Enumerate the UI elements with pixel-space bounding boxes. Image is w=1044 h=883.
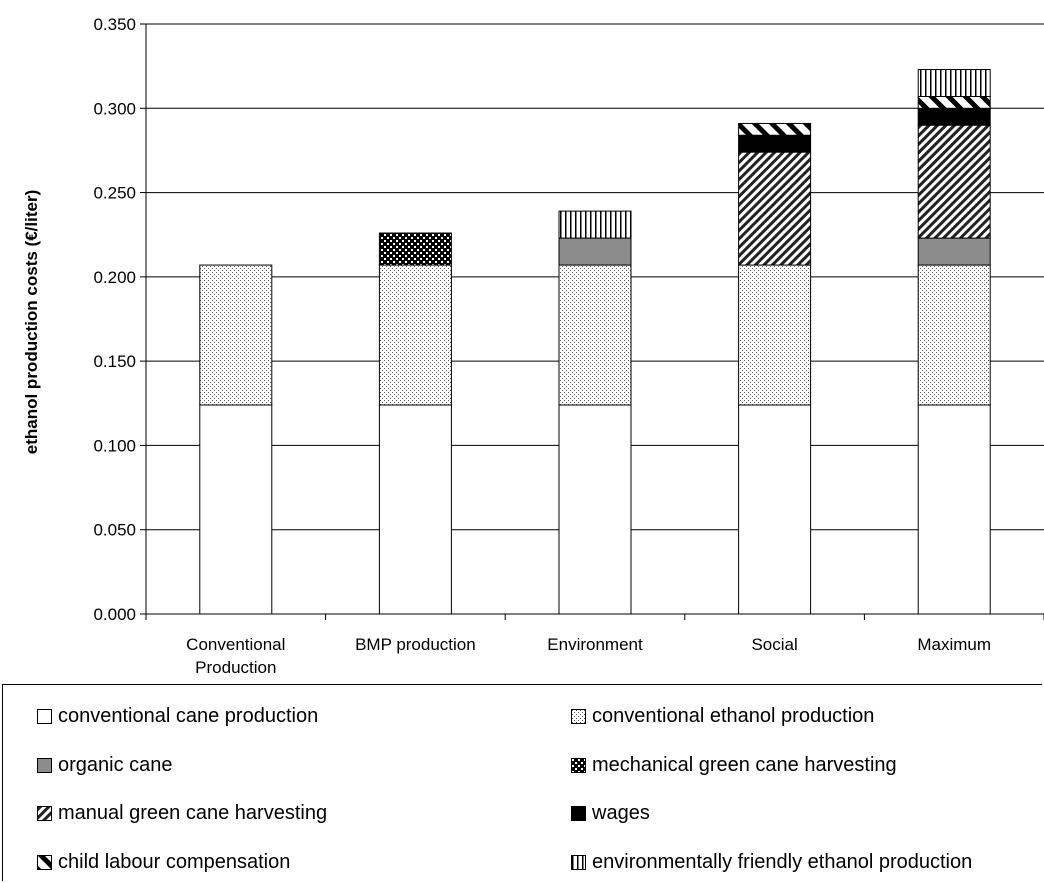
y-axis-label: ethanol production costs (€/liter)	[22, 190, 41, 454]
x-tick-label: Conventional	[186, 635, 285, 654]
bar-segment	[378, 264, 452, 406]
legend-swatch-vertical	[571, 855, 586, 870]
legend-label: manual green cane harvesting	[58, 802, 328, 824]
bar-segment	[378, 404, 452, 615]
legend-label: conventional ethanol production	[592, 705, 875, 727]
x-tick-labels: Conventional Production BMP production Envi…	[186, 635, 991, 677]
legend-swatch-checker	[571, 758, 586, 773]
bar-segment	[738, 134, 812, 153]
y-tick-label: 0.350	[93, 15, 136, 34]
legend-item-environmentally-friendly-ethanol-production: environmentally friendly ethanol product…	[571, 851, 972, 874]
x-tick-label: BMP production	[355, 635, 476, 654]
bar-segment	[378, 232, 452, 266]
legend-item-manual-green-cane-harvesting: manual green cane harvesting	[37, 802, 327, 825]
bar-segment	[738, 122, 812, 136]
bar-segment	[199, 264, 273, 406]
legend-item-conventional-cane-production: conventional cane production	[37, 705, 318, 728]
legend-label: mechanical green cane harvesting	[592, 754, 897, 776]
axes	[140, 23, 1044, 620]
legend-swatch-white	[37, 709, 52, 724]
bar-segment	[558, 404, 632, 615]
bar-segment	[199, 404, 273, 615]
x-tick-label: Maximum	[917, 635, 991, 654]
legend-swatch-diagonal	[37, 806, 52, 821]
legend-item-wages: wages	[571, 802, 650, 825]
legend-swatch-black	[571, 806, 586, 821]
bar-segment	[917, 69, 991, 97]
bar-segment	[917, 95, 991, 109]
y-tick-label: 0.150	[93, 352, 136, 371]
y-tick-label: 0.050	[93, 521, 136, 540]
y-tick-labels: 0.000 0.050 0.100 0.150 0.200 0.250 0.300 0.350	[93, 15, 136, 624]
legend-swatch-dots	[571, 709, 586, 724]
y-tick-label: 0.200	[93, 268, 136, 287]
bar-segment	[917, 264, 991, 406]
stacked-bar-chart: 0.000 0.050 0.100 0.150 0.200 0.250 0.300 0.350…	[22, 15, 1044, 677]
legend-swatch-gray	[37, 758, 52, 773]
legend-label: wages	[592, 802, 650, 824]
bar-segment	[558, 210, 632, 239]
y-tick-label: 0.000	[93, 605, 136, 624]
x-tick-label: Social	[751, 635, 797, 654]
bars	[199, 69, 991, 615]
legend: conventional cane production conventiona…	[2, 684, 1042, 881]
legend-item-mechanical-green-cane-harvesting: mechanical green cane harvesting	[571, 754, 897, 777]
legend-item-organic-cane: organic cane	[37, 754, 173, 777]
bar-segment	[738, 264, 812, 406]
bar-segment	[558, 237, 632, 266]
bar-segment	[558, 264, 632, 406]
legend-label: environmentally friendly ethanol product…	[592, 851, 973, 873]
x-tick-label: Production	[195, 658, 276, 677]
legend-swatch-wide-diagonal	[37, 855, 52, 870]
x-tick-label: Environment	[547, 635, 643, 654]
legend-label: conventional cane production	[58, 705, 319, 727]
bar-segment	[917, 124, 991, 239]
bar-segment	[738, 404, 812, 615]
bar-segment	[917, 404, 991, 615]
bar-segment	[738, 151, 812, 266]
legend-label: child labour compensation	[58, 851, 291, 873]
y-tick-label: 0.250	[93, 184, 136, 203]
bar-segment	[917, 237, 991, 266]
y-tick-label: 0.300	[93, 99, 136, 118]
legend-label: organic cane	[58, 754, 173, 776]
legend-item-child-labour-compensation: child labour compensation	[37, 851, 290, 874]
legend-item-conventional-ethanol-production: conventional ethanol production	[571, 705, 874, 728]
bar-segment	[917, 107, 991, 126]
y-tick-label: 0.100	[93, 436, 136, 455]
